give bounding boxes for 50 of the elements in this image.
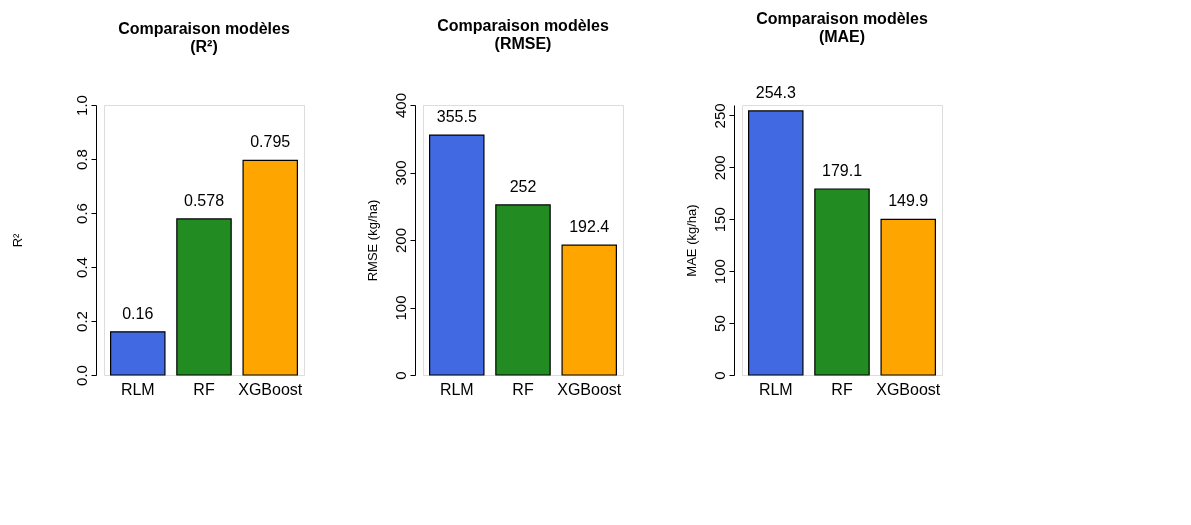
bar — [495, 204, 551, 376]
y-tick-label: 200 — [710, 155, 728, 181]
x-tick-label: RLM — [120, 380, 155, 398]
data-label: 149.9 — [888, 192, 929, 210]
bar — [242, 159, 298, 376]
data-label: 0.16 — [122, 304, 154, 322]
y-tick-label: 50 — [710, 315, 728, 332]
x-tick-label: XGBoost — [557, 380, 622, 398]
y-tick-label: 100 — [710, 259, 728, 285]
bar — [429, 134, 485, 376]
y-tick-label: 250 — [710, 103, 728, 129]
y-tick-label: 0.6 — [72, 203, 90, 224]
data-label: 0.795 — [250, 133, 291, 151]
x-tick-label: RF — [831, 380, 853, 398]
bar — [748, 110, 804, 376]
y-tick-label: 400 — [391, 92, 409, 119]
data-label: 252 — [509, 177, 537, 195]
y-tick-label: 300 — [391, 160, 409, 186]
y-tick-label: 0.2 — [72, 311, 90, 332]
y-tick-label: 200 — [391, 227, 409, 254]
bar — [561, 244, 617, 376]
x-tick-label: XGBoost — [238, 380, 303, 398]
x-tick-label: RLM — [439, 380, 474, 398]
data-label: 179.1 — [821, 162, 863, 180]
y-tick-label: 0 — [391, 371, 409, 380]
bar — [176, 218, 232, 376]
data-label: 355.5 — [436, 108, 477, 126]
x-tick-label: RLM — [758, 380, 793, 398]
x-tick-label: XGBoost — [876, 380, 941, 398]
y-axis-title: RMSE (kg/ha) — [364, 199, 380, 282]
x-tick-label: RF — [512, 380, 534, 398]
y-axis-title: MAE (kg/ha) — [683, 204, 699, 277]
y-axis-title: R² — [9, 232, 25, 248]
y-tick-label: 0 — [710, 371, 728, 380]
data-label: 0.578 — [183, 191, 225, 209]
chart-title: Comparaison modèles (R²) — [118, 19, 290, 55]
bar — [880, 218, 936, 376]
bar — [110, 331, 166, 376]
x-tick-label: RF — [193, 380, 215, 398]
y-tick-label: 100 — [391, 295, 409, 321]
chart-title: Comparaison modèles (MAE) — [756, 9, 928, 45]
data-label: 192.4 — [569, 218, 610, 236]
bar — [814, 188, 870, 376]
y-tick-label: 0.0 — [72, 365, 90, 386]
chart-title: Comparaison modèles (RMSE) — [437, 17, 609, 53]
y-tick-label: 150 — [710, 207, 728, 233]
y-tick-label: 0.8 — [72, 149, 90, 170]
y-tick-label: 0.4 — [72, 257, 90, 278]
y-tick-label: 1.0 — [72, 95, 90, 116]
data-label: 254.3 — [755, 83, 796, 101]
